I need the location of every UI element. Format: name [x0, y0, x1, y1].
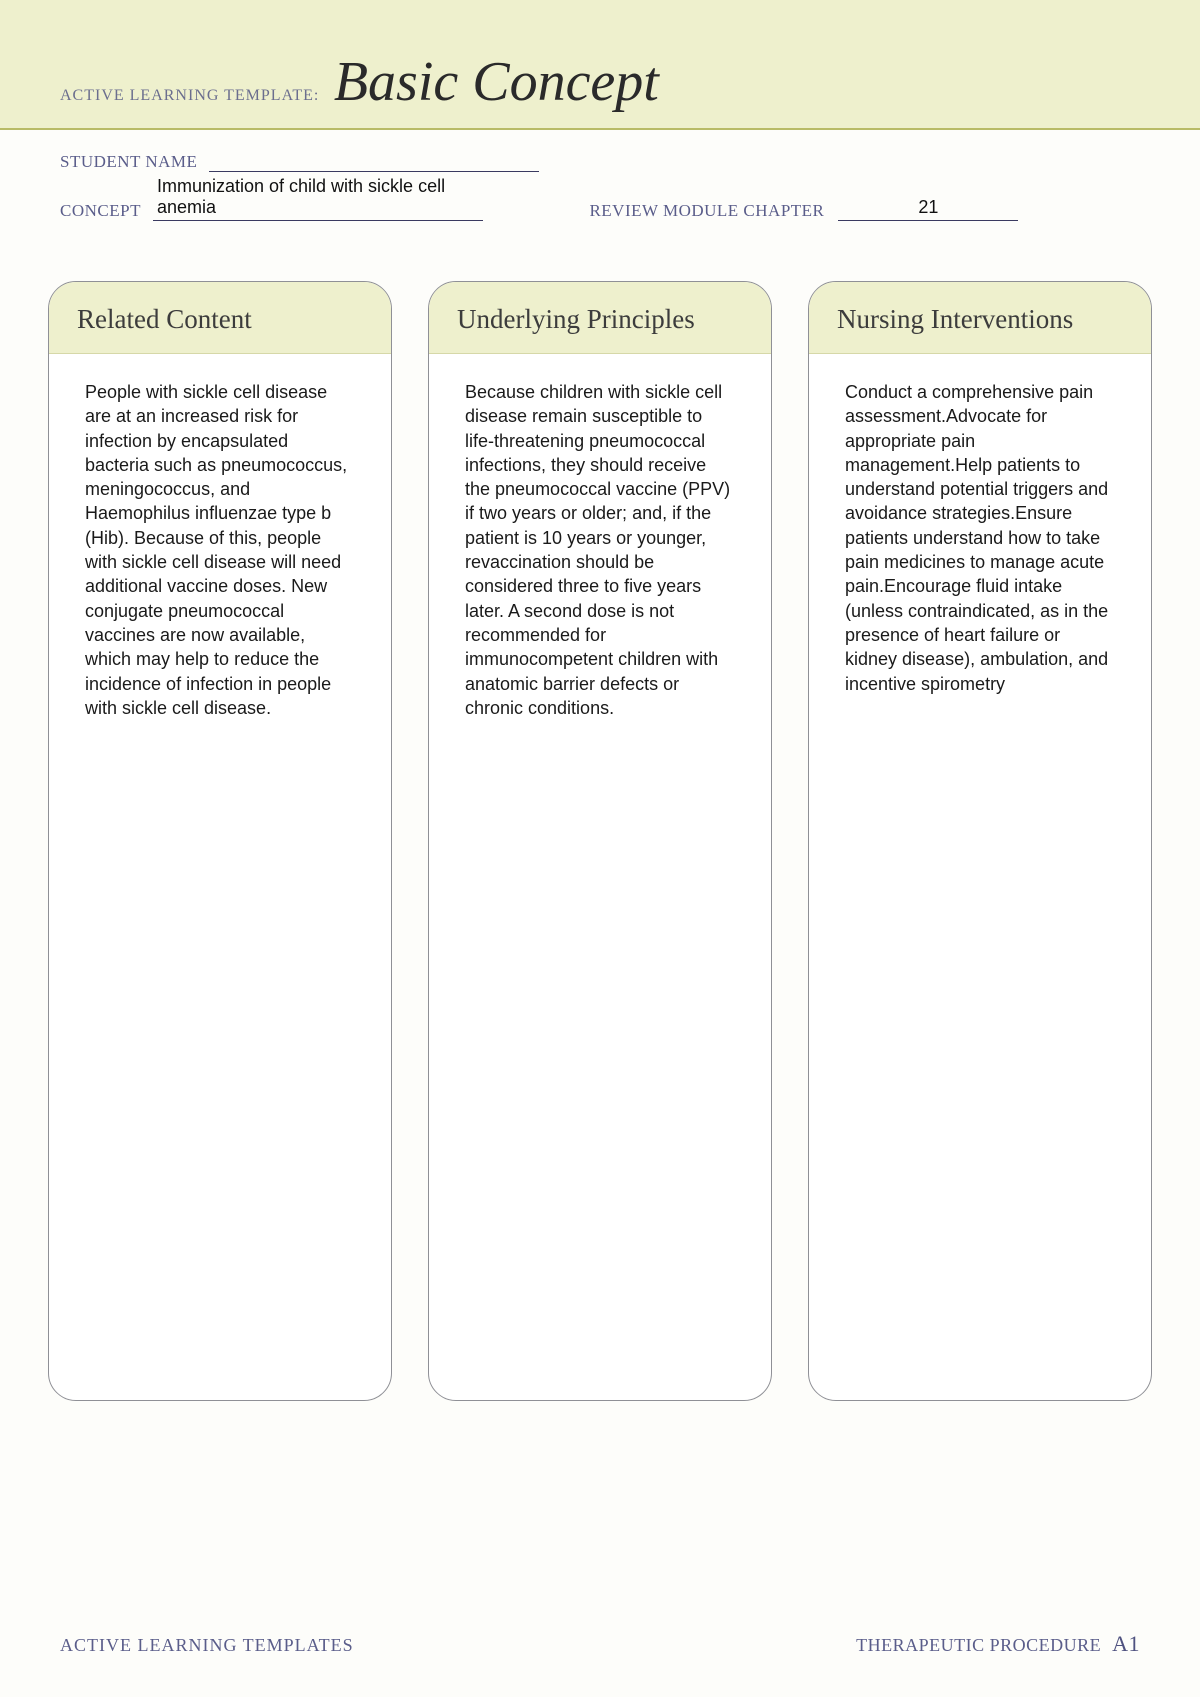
card-nursing-interventions: Nursing Interventions Conduct a comprehe… — [808, 281, 1152, 1401]
student-name-label: STUDENT NAME — [60, 152, 197, 172]
card-body: Because children with sickle cell diseas… — [429, 354, 771, 740]
card-related-content: Related Content People with sickle cell … — [48, 281, 392, 1401]
header-title: Basic Concept — [334, 50, 659, 114]
meta-left-block: STUDENT NAME CONCEPT Immunization of chi… — [60, 148, 539, 221]
card-body: People with sickle cell disease are at a… — [49, 354, 391, 740]
footer-right-label: THERAPEUTIC PROCEDURE A1 — [856, 1631, 1140, 1657]
concept-label: CONCEPT — [60, 201, 141, 221]
card-title: Nursing Interventions — [809, 282, 1151, 354]
footer-right-text: THERAPEUTIC PROCEDURE — [856, 1635, 1101, 1655]
card-title: Underlying Principles — [429, 282, 771, 354]
card-title: Related Content — [49, 282, 391, 354]
chapter-field[interactable]: 21 — [838, 197, 1018, 221]
header-band: ACTIVE LEARNING TEMPLATE: Basic Concept — [0, 0, 1200, 130]
concept-field[interactable]: Immunization of child with sickle cell a… — [153, 176, 483, 221]
student-name-field[interactable] — [209, 148, 539, 172]
review-block: REVIEW MODULE CHAPTER 21 — [589, 197, 1018, 221]
card-underlying-principles: Underlying Principles Because children w… — [428, 281, 772, 1401]
meta-row: STUDENT NAME CONCEPT Immunization of chi… — [0, 130, 1200, 221]
footer-page-code: A1 — [1112, 1631, 1140, 1656]
header-prefix: ACTIVE LEARNING TEMPLATE: — [60, 87, 319, 105]
footer: ACTIVE LEARNING TEMPLATES THERAPEUTIC PR… — [0, 1631, 1200, 1657]
student-line: STUDENT NAME — [60, 148, 539, 172]
review-module-label: REVIEW MODULE CHAPTER — [589, 201, 824, 221]
concept-line: CONCEPT Immunization of child with sickl… — [60, 176, 539, 221]
footer-left-label: ACTIVE LEARNING TEMPLATES — [60, 1635, 354, 1656]
card-body: Conduct a comprehensive pain assessment.… — [809, 354, 1151, 716]
cards-container: Related Content People with sickle cell … — [0, 221, 1200, 1401]
